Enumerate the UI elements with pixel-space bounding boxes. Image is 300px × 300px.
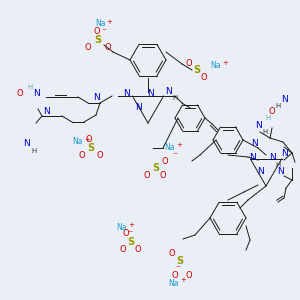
Text: +: + bbox=[180, 277, 186, 283]
Text: O: O bbox=[94, 28, 100, 37]
Text: O: O bbox=[186, 59, 192, 68]
Text: Na: Na bbox=[116, 224, 127, 232]
Text: ⁻: ⁻ bbox=[176, 264, 181, 274]
Text: O: O bbox=[269, 107, 275, 116]
Text: Na: Na bbox=[210, 61, 220, 70]
Text: O: O bbox=[162, 157, 168, 166]
Text: O: O bbox=[105, 43, 111, 52]
Text: Na: Na bbox=[164, 143, 175, 152]
Text: O: O bbox=[97, 151, 103, 160]
Text: N: N bbox=[123, 88, 129, 98]
Text: N: N bbox=[43, 107, 50, 116]
Text: N: N bbox=[249, 154, 255, 163]
Text: S: S bbox=[176, 256, 184, 266]
Text: O: O bbox=[172, 271, 178, 280]
Text: H: H bbox=[275, 162, 281, 168]
Text: H: H bbox=[275, 103, 281, 109]
Text: N: N bbox=[94, 94, 100, 103]
Text: O: O bbox=[160, 170, 166, 179]
Text: Na: Na bbox=[72, 137, 83, 146]
Text: +: + bbox=[84, 137, 90, 143]
Text: O: O bbox=[201, 73, 207, 82]
Text: H: H bbox=[27, 84, 33, 90]
Text: N: N bbox=[280, 95, 287, 104]
Text: ⁻: ⁻ bbox=[101, 27, 106, 37]
Text: O: O bbox=[135, 244, 141, 253]
Text: N: N bbox=[268, 154, 275, 163]
Text: S: S bbox=[194, 65, 201, 75]
Text: N: N bbox=[165, 86, 171, 95]
Text: +: + bbox=[106, 19, 112, 25]
Text: N: N bbox=[277, 167, 284, 176]
Text: N: N bbox=[34, 88, 40, 98]
Text: Na: Na bbox=[95, 20, 106, 28]
Text: O: O bbox=[120, 244, 126, 253]
Text: O: O bbox=[123, 230, 129, 238]
Text: +: + bbox=[128, 222, 134, 228]
Text: H: H bbox=[32, 148, 37, 154]
Text: N: N bbox=[255, 122, 261, 130]
Text: +: + bbox=[176, 142, 182, 148]
Text: ⁻: ⁻ bbox=[128, 229, 133, 239]
Text: H: H bbox=[262, 129, 268, 135]
Text: +: + bbox=[222, 60, 228, 66]
Text: N: N bbox=[250, 140, 257, 148]
Text: O: O bbox=[86, 136, 92, 145]
Text: N: N bbox=[147, 88, 153, 98]
Text: O: O bbox=[169, 250, 175, 259]
Text: S: S bbox=[87, 143, 94, 153]
Text: O: O bbox=[144, 170, 150, 179]
Text: H: H bbox=[172, 95, 178, 101]
Text: N: N bbox=[22, 140, 29, 148]
Text: O: O bbox=[85, 43, 91, 52]
Text: S: S bbox=[152, 163, 160, 173]
Text: ⁻: ⁻ bbox=[172, 151, 178, 161]
Text: S: S bbox=[128, 237, 135, 247]
Text: H: H bbox=[266, 115, 271, 121]
Text: N: N bbox=[282, 148, 288, 158]
Text: O: O bbox=[186, 271, 192, 280]
Text: O: O bbox=[79, 151, 85, 160]
Text: Na: Na bbox=[168, 278, 178, 287]
Text: N: N bbox=[256, 167, 263, 176]
Text: N: N bbox=[135, 103, 141, 112]
Text: S: S bbox=[94, 35, 102, 45]
Text: O: O bbox=[17, 88, 23, 98]
